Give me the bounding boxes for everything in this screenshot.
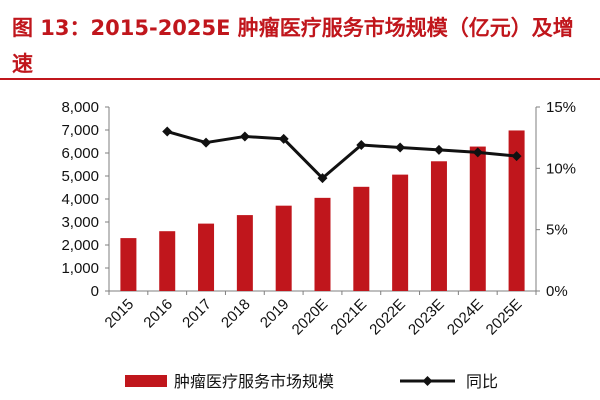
y-left-tick-label: 4,000 (61, 191, 99, 208)
legend: 肿瘤医疗服务市场规模 同比 (125, 372, 498, 391)
plot-area: 0 1,000 2,000 3,000 4,000 5,000 6,000 7,000 8,00… (61, 99, 576, 338)
y-left-tick-label: 2,000 (61, 237, 99, 254)
bar (120, 238, 137, 291)
growth-point (201, 137, 212, 148)
x-tick-label: 2021E (327, 296, 370, 339)
x-tick-label: 2018 (218, 296, 254, 332)
y-left-tick-label: 6,000 (61, 145, 99, 162)
x-tick-label: 2024E (444, 296, 487, 339)
x-tick-label: 2016 (140, 296, 176, 332)
y-right-tick-label: 10% (546, 160, 576, 177)
y-left-tick-label: 8,000 (61, 99, 99, 116)
bar (314, 197, 331, 291)
growth-point (162, 126, 173, 137)
y-left-tick-label: 5,000 (61, 168, 99, 185)
bar (430, 161, 447, 291)
growth-point (278, 133, 289, 144)
x-tick-label: 2022E (366, 296, 409, 339)
bar (159, 231, 176, 291)
bar (275, 205, 292, 291)
y-left-tick-label: 0 (91, 283, 99, 300)
legend-bar-swatch (125, 375, 167, 387)
y-right-tick-label: 0% (546, 283, 568, 300)
legend-line-label: 同比 (466, 372, 498, 391)
x-tick-label: 2017 (179, 296, 215, 332)
growth-point (472, 147, 483, 158)
legend-line-marker (422, 376, 433, 386)
legend-bar-label: 肿瘤医疗服务市场规模 (174, 372, 334, 391)
growth-line (166, 130, 517, 180)
growth-point (433, 144, 444, 155)
x-tick-label: 2025E (483, 296, 526, 339)
y-right-tick-label: 15% (546, 99, 576, 116)
bar (236, 215, 253, 291)
growth-point (317, 173, 328, 184)
growth-point (511, 151, 522, 162)
y-left-tick-label: 1,000 (61, 260, 99, 277)
growth-point (356, 140, 367, 151)
x-tick-label: 2019 (257, 296, 293, 332)
title-divider (0, 78, 600, 80)
bar (508, 130, 525, 291)
bar (392, 174, 409, 291)
growth-point (395, 142, 406, 153)
growth-point (239, 131, 250, 142)
y-right-tick-label: 5% (546, 222, 568, 239)
y-left-tick-label: 7,000 (61, 122, 99, 139)
bar (353, 186, 370, 291)
x-tick-label: 2023E (405, 296, 448, 339)
x-tick-label: 2020E (289, 296, 332, 339)
bar (469, 146, 486, 291)
bar (198, 223, 215, 291)
x-tick-label: 2015 (102, 296, 138, 332)
chart-title: 图 13：2015-2025E 肿瘤医疗服务市场规模（亿元）及增速 (12, 16, 574, 76)
y-left-tick-label: 3,000 (61, 214, 99, 231)
